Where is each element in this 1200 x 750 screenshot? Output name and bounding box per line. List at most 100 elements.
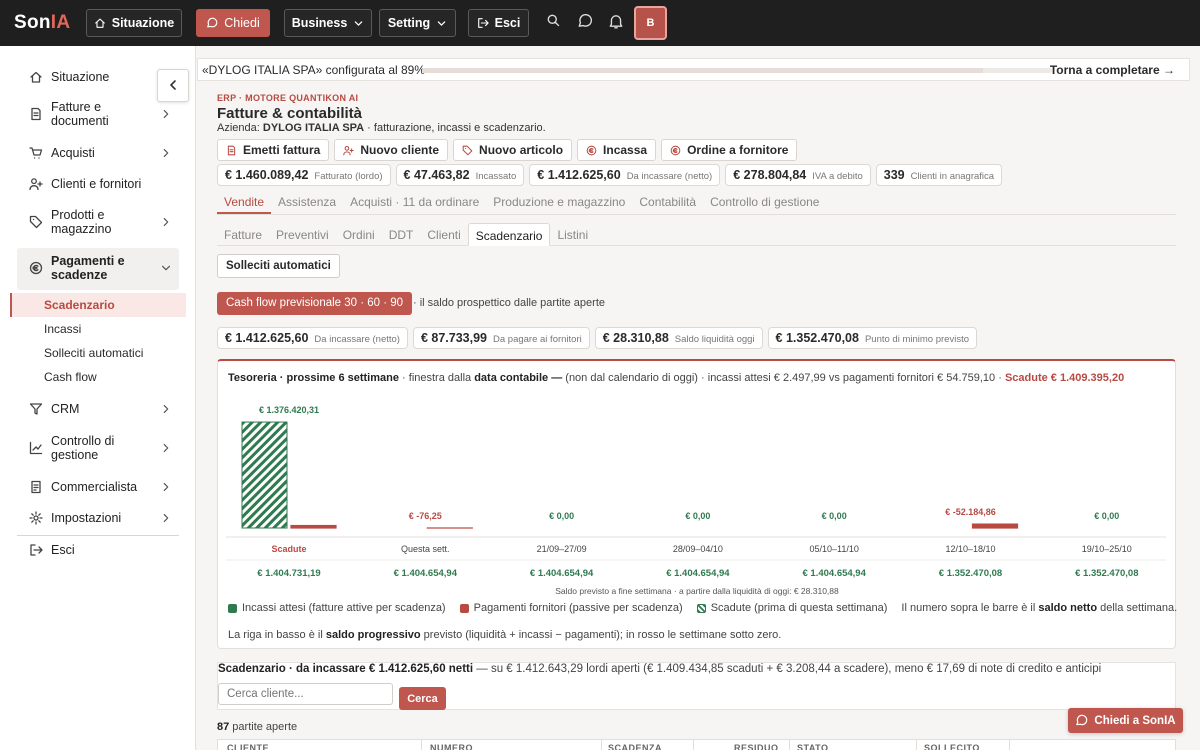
net-label: € -52.184,86 bbox=[945, 507, 996, 517]
footnote-part: La riga in basso è il bbox=[228, 629, 326, 641]
legend-label: Pagamenti fornitori (passive per scadenz… bbox=[473, 602, 683, 614]
scadenzario-header: Scadenzario · da incassare € 1.412.625,6… bbox=[218, 663, 1101, 675]
net-label: € 0,00 bbox=[822, 511, 847, 521]
tab[interactable]: Acquisti · 11 da ordinare bbox=[350, 195, 480, 209]
subtab[interactable]: DDT bbox=[388, 228, 414, 242]
action-button[interactable]: Emetti fattura bbox=[217, 139, 330, 161]
assistant-label: Chiedi a SonIA bbox=[1094, 714, 1176, 727]
action-label: Nuovo cliente bbox=[360, 143, 440, 157]
column-header[interactable]: SCADENZA bbox=[608, 743, 663, 750]
subtab[interactable]: Scadenzario bbox=[467, 223, 551, 246]
column-separator bbox=[693, 740, 694, 750]
subtab[interactable]: Clienti bbox=[427, 228, 461, 242]
icon-path bbox=[477, 18, 489, 28]
kpi-chip: € 1.352.470,08 Punto di minimo previsto bbox=[767, 327, 977, 349]
tab[interactable]: Assistenza bbox=[278, 195, 337, 209]
net-label: € 1.376.420,31 bbox=[259, 405, 319, 415]
subtab[interactable]: Preventivi bbox=[276, 228, 329, 242]
subtab[interactable]: Ordini bbox=[342, 228, 375, 242]
nav-icon-button[interactable] bbox=[546, 13, 562, 33]
subtab[interactable]: Listini bbox=[557, 228, 589, 242]
icon bbox=[163, 482, 169, 492]
sidebar-item[interactable]: Prodotti e magazzino bbox=[51, 208, 112, 236]
column-header[interactable]: CLIENTE bbox=[227, 743, 270, 750]
icon bbox=[207, 17, 218, 28]
tab[interactable]: Vendite bbox=[217, 191, 272, 214]
icon-path bbox=[29, 403, 43, 415]
nav-button[interactable]: Setting bbox=[379, 9, 456, 37]
setup-banner: «DYLOG ITALIA SPA» configurata al 89% Tor… bbox=[197, 58, 1190, 81]
progress-fill bbox=[422, 68, 983, 73]
bar bbox=[241, 421, 288, 529]
category-label: 21/09–27/09 bbox=[537, 544, 587, 554]
nav-button-label: Esci bbox=[494, 16, 521, 30]
sidebar-item[interactable]: Commercialista bbox=[51, 480, 138, 494]
column-separator bbox=[789, 740, 790, 750]
sidebar-item[interactable]: Fatture e documenti bbox=[51, 100, 109, 128]
icon bbox=[31, 480, 41, 494]
sidebar-sub-item[interactable]: Scadenzario bbox=[44, 298, 115, 312]
action-button[interactable]: Ordine a fornitore bbox=[661, 139, 798, 161]
chart-title: Tesoreria · prossime 6 settimane bbox=[228, 372, 399, 384]
avatar[interactable]: B bbox=[634, 6, 667, 40]
action-button[interactable]: Incassa bbox=[577, 139, 657, 161]
nav-button-label: Situazione bbox=[111, 16, 175, 30]
chart-card: Tesoreria · prossime 6 settimane · fines… bbox=[217, 359, 1177, 649]
sidebar-item[interactable]: Acquisti bbox=[51, 146, 95, 160]
sidebar-sub-item[interactable]: Incassi bbox=[44, 322, 82, 336]
sidebar-item[interactable]: Impostazioni bbox=[51, 511, 122, 525]
icon bbox=[163, 148, 169, 158]
nav-icon-button[interactable] bbox=[608, 13, 624, 33]
column-header[interactable]: NUMERO bbox=[430, 743, 473, 750]
sidebar-item[interactable]: Controllo di gestione bbox=[51, 434, 115, 462]
sidebar-item[interactable]: Esci bbox=[51, 543, 75, 557]
tab[interactable]: Contabilità bbox=[639, 195, 697, 209]
icon bbox=[29, 215, 43, 229]
icon bbox=[1076, 714, 1088, 726]
nav-button[interactable]: Business bbox=[284, 9, 372, 37]
sidebar-item[interactable]: Clienti e fornitori bbox=[51, 177, 142, 191]
count-value: 87 bbox=[217, 721, 230, 733]
collapse-button[interactable] bbox=[157, 69, 189, 102]
sidebar-item[interactable]: Pagamenti e scadenze bbox=[51, 254, 125, 282]
nav-icon-button[interactable] bbox=[577, 13, 593, 33]
banner-link[interactable]: Torna a completare → bbox=[1049, 63, 1175, 77]
nav-button[interactable]: Chiedi bbox=[196, 9, 270, 37]
column-header[interactable]: STATO bbox=[797, 743, 829, 750]
tab[interactable]: Produzione e magazzino bbox=[493, 195, 626, 209]
sidebar-sub-item[interactable]: Cash flow bbox=[44, 370, 97, 384]
search-input[interactable] bbox=[218, 683, 393, 705]
legend-label: Incassi attesi (fatture attive per scade… bbox=[242, 602, 446, 614]
legend-swatch bbox=[459, 603, 469, 613]
legend-item[interactable]: Scadute (prima di questa settimana) bbox=[696, 602, 888, 614]
legend-note: Il numero sopra le barre è il saldo nett… bbox=[901, 602, 1177, 614]
kpi-chip: € 278.804,84 IVA a debito bbox=[725, 164, 871, 186]
kpi-label: Punto di minimo previsto bbox=[864, 334, 969, 345]
subtab[interactable]: Fatture bbox=[224, 228, 263, 242]
sidebar-item[interactable]: CRM bbox=[51, 402, 80, 416]
sidebar-item[interactable]: Situazione bbox=[51, 70, 110, 84]
banner-text: «DYLOG ITALIA SPA» configurata al 89% bbox=[202, 63, 426, 77]
nav-button[interactable]: Situazione bbox=[86, 9, 182, 37]
legend-item[interactable]: Incassi attesi (fatture attive per scade… bbox=[228, 602, 446, 614]
action-button[interactable]: Nuovo cliente bbox=[334, 139, 449, 161]
count-label: partite aperte bbox=[229, 721, 298, 733]
cashflow-note: · il saldo prospettico dalle partite ape… bbox=[413, 297, 605, 309]
legend-label: Scadute (prima di questa settimana) bbox=[710, 602, 888, 614]
assistant-button[interactable]: Chiedi a SonIA bbox=[1068, 708, 1183, 733]
brand: SonIA bbox=[14, 12, 70, 34]
column-header[interactable]: SOLLECITO bbox=[924, 743, 980, 750]
action-button[interactable]: Nuovo articolo bbox=[453, 139, 573, 161]
legend-item[interactable]: Pagamenti fornitori (passive per scadenz… bbox=[459, 602, 683, 614]
nav-button[interactable]: Esci bbox=[468, 9, 529, 37]
tab[interactable]: Controllo di gestione bbox=[710, 195, 820, 209]
balance-label: € 1.404.731,19 bbox=[257, 568, 320, 579]
sidebar-sub-item[interactable]: Solleciti automatici bbox=[44, 346, 144, 360]
kpi-label: Clienti in anagrafica bbox=[910, 171, 995, 182]
auto-reminder-button[interactable]: Solleciti automatici bbox=[217, 254, 340, 278]
action-label: Nuovo articolo bbox=[479, 143, 564, 157]
sidebar: Situazione Fatture e documenti Acquisti Cli… bbox=[0, 46, 196, 750]
search-button[interactable]: Cerca bbox=[399, 687, 446, 710]
column-header[interactable]: RESIDUO bbox=[734, 743, 779, 750]
cashflow-button[interactable]: Cash flow previsionale 30 · 60 · 90 bbox=[217, 292, 413, 315]
